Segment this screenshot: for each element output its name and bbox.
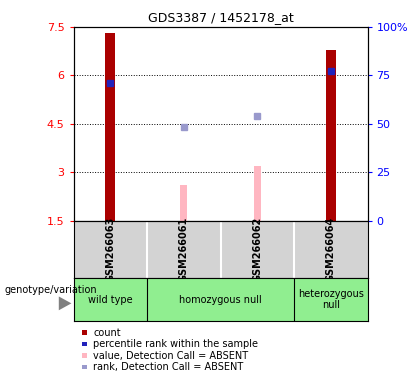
Text: GSM266061: GSM266061 xyxy=(179,217,189,282)
Text: value, Detection Call = ABSENT: value, Detection Call = ABSENT xyxy=(93,351,248,361)
Text: homozygous null: homozygous null xyxy=(179,295,262,305)
Text: percentile rank within the sample: percentile rank within the sample xyxy=(93,339,258,349)
Text: wild type: wild type xyxy=(88,295,133,305)
Bar xyxy=(180,185,187,221)
Text: genotype/variation: genotype/variation xyxy=(4,285,97,295)
Bar xyxy=(254,166,261,221)
Text: GSM266064: GSM266064 xyxy=(326,217,336,282)
FancyBboxPatch shape xyxy=(82,353,87,358)
FancyBboxPatch shape xyxy=(82,365,87,369)
Text: count: count xyxy=(93,328,121,338)
FancyBboxPatch shape xyxy=(82,342,87,346)
Polygon shape xyxy=(59,296,71,310)
Title: GDS3387 / 1452178_at: GDS3387 / 1452178_at xyxy=(147,11,294,24)
Text: GSM266063: GSM266063 xyxy=(105,217,115,282)
Text: rank, Detection Call = ABSENT: rank, Detection Call = ABSENT xyxy=(93,362,244,372)
Text: GSM266062: GSM266062 xyxy=(252,217,262,282)
Bar xyxy=(326,50,336,221)
Bar xyxy=(105,33,115,221)
Text: heterozygous
null: heterozygous null xyxy=(298,289,364,310)
FancyBboxPatch shape xyxy=(82,330,87,335)
